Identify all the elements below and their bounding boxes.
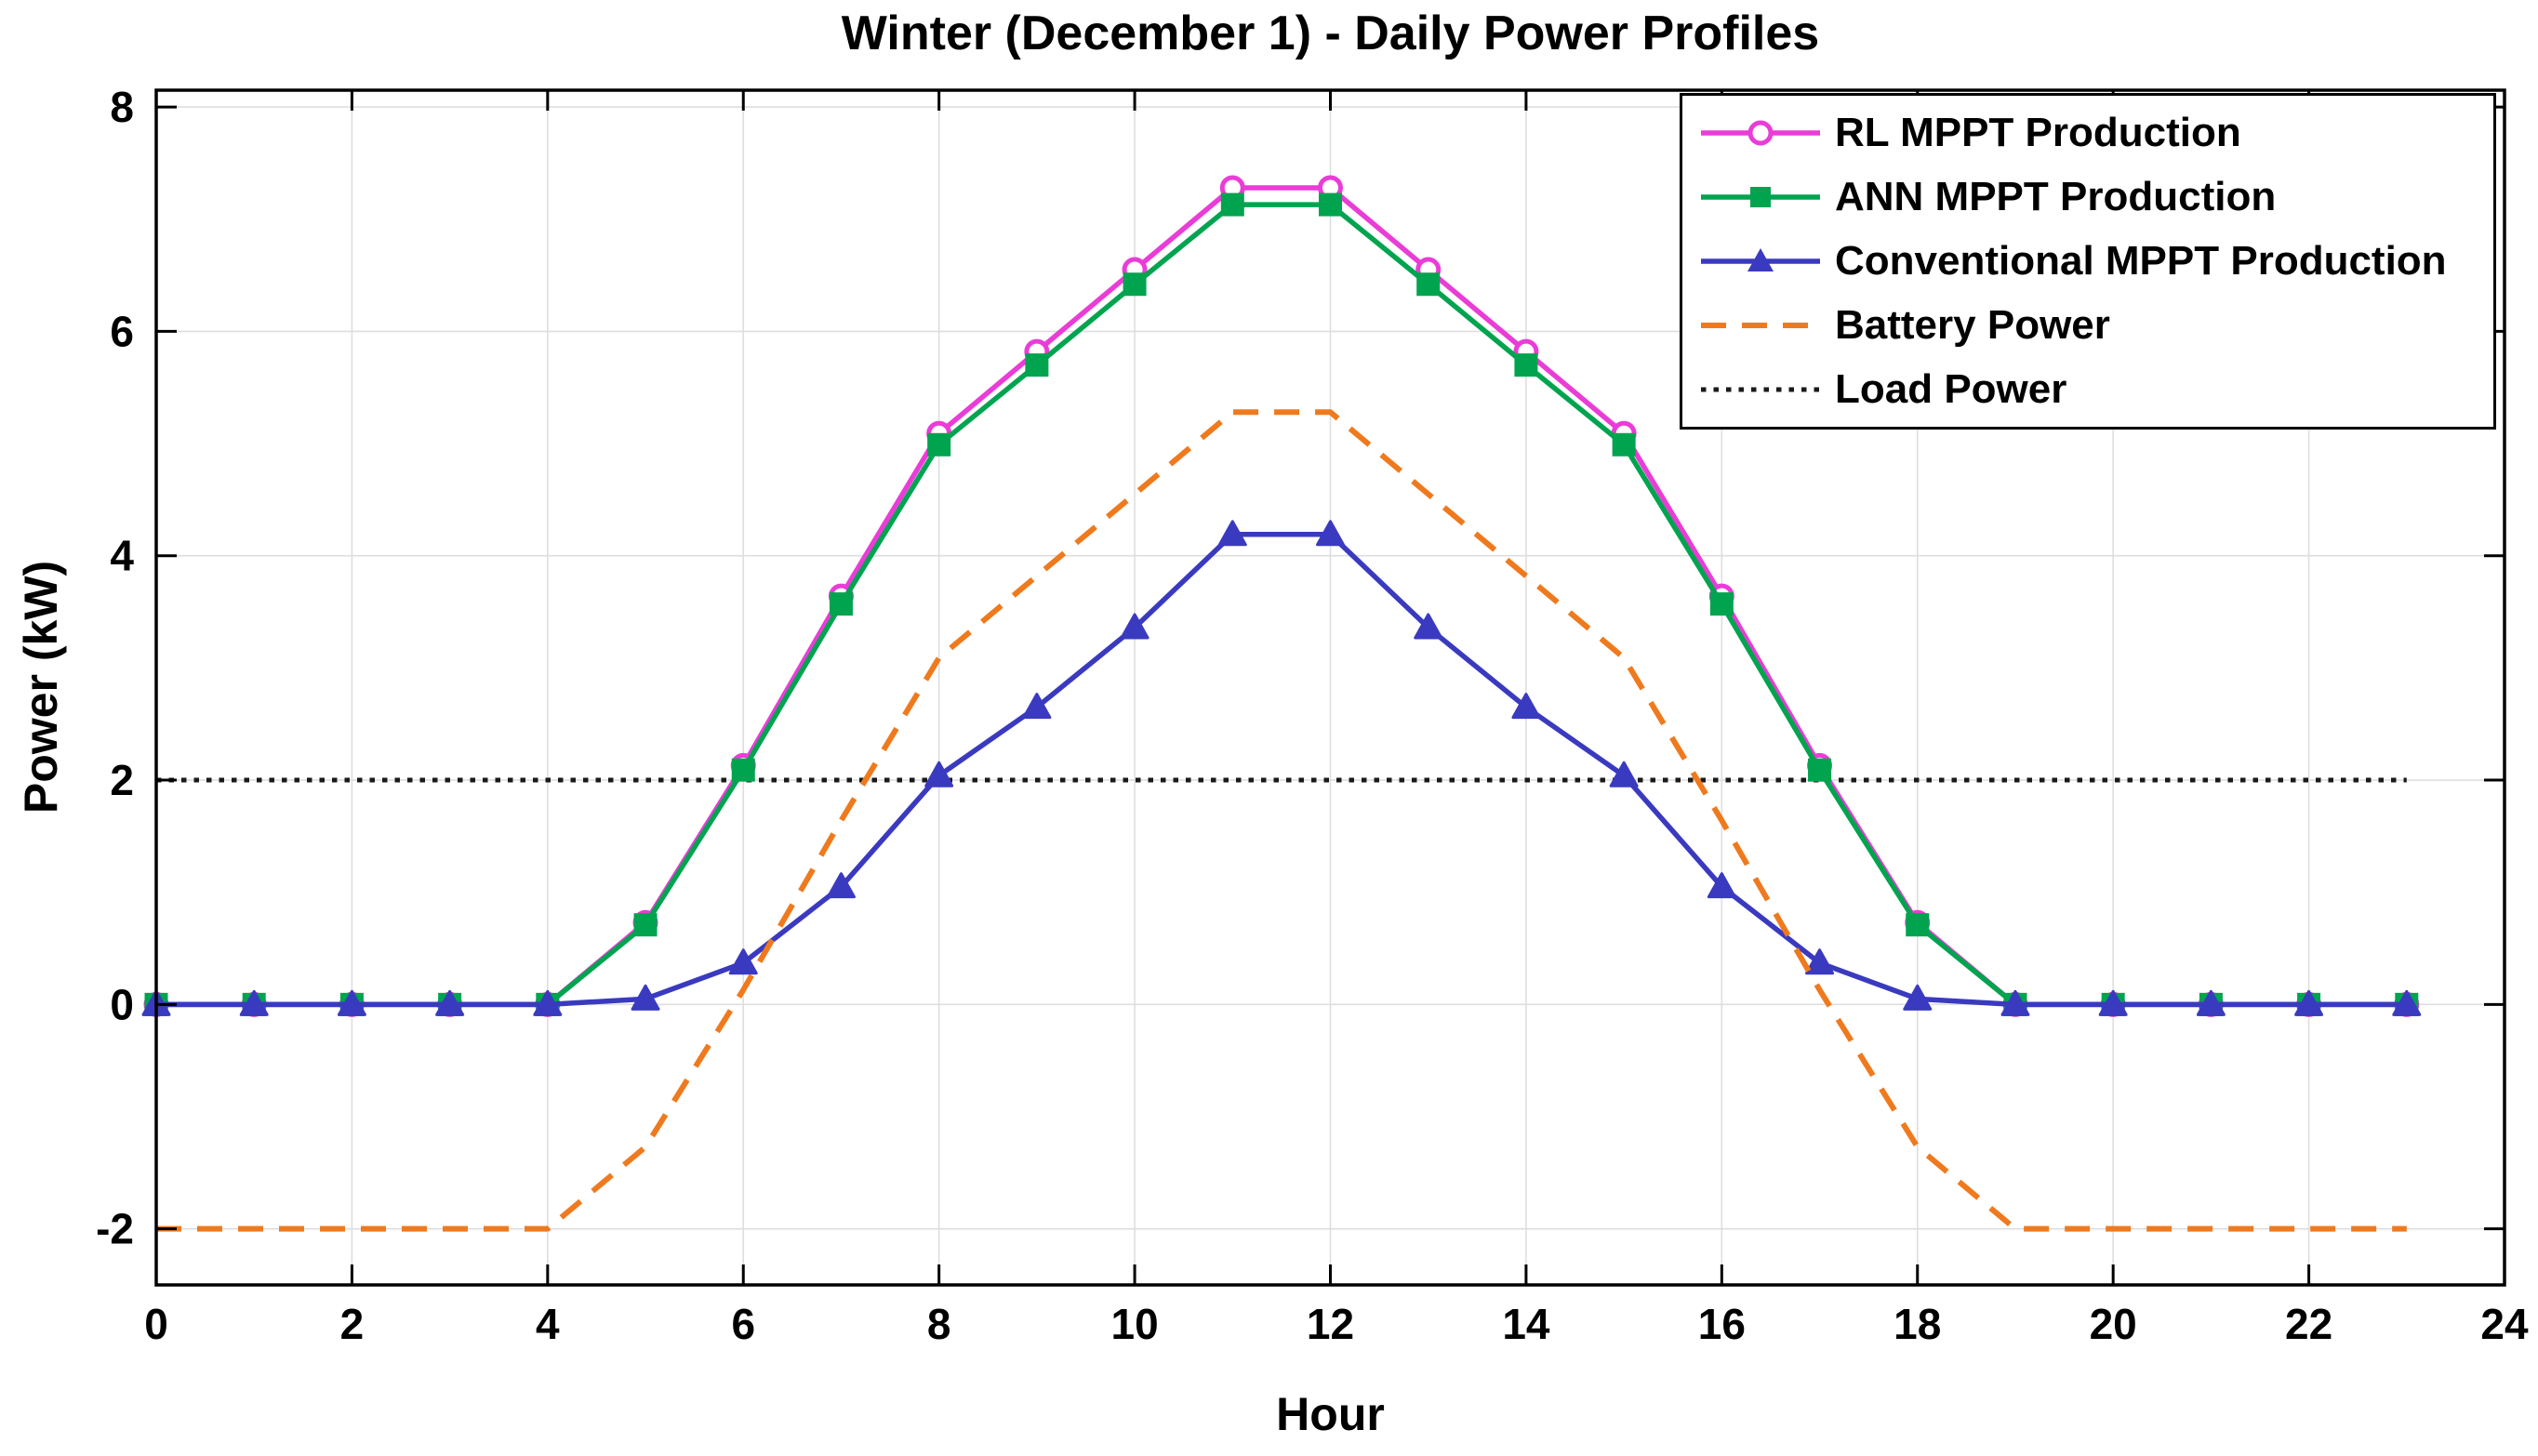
y-axis-label: Power (kW) (15, 560, 67, 814)
x-tick-label: 0 (144, 1300, 168, 1348)
legend-line-sample (1701, 120, 1820, 146)
legend-label: RL MPPT Production (1835, 110, 2241, 156)
x-tick-label: 24 (2480, 1300, 2529, 1348)
data-point-marker (1808, 758, 1832, 782)
data-point-marker (2098, 989, 2128, 1016)
x-tick-labels: 0 2 4 6 8 10 12 14 16 18 20 22 24 (144, 1300, 2529, 1348)
series-conventional-mppt-production (141, 520, 2422, 1016)
data-point-marker (533, 989, 563, 1016)
y-tick-labels: -2 0 2 4 6 8 (96, 83, 134, 1253)
data-point-marker (1022, 693, 1052, 720)
data-point-marker (826, 872, 856, 899)
legend-line-sample (1701, 187, 1820, 208)
data-point-marker (1805, 948, 1835, 975)
y-tick-label: 4 (110, 532, 134, 580)
data-point-marker (1217, 520, 1247, 547)
legend-label: Load Power (1835, 365, 2067, 412)
y-tick-label: 8 (110, 83, 134, 131)
data-point-marker (2196, 989, 2226, 1016)
data-point-marker (1612, 432, 1636, 457)
x-tick-label: 20 (2090, 1300, 2137, 1348)
x-axis-label: Hour (1276, 1388, 1385, 1440)
data-point-marker (927, 432, 951, 457)
x-tick-label: 2 (340, 1300, 365, 1348)
x-tick-label: 8 (927, 1300, 951, 1348)
data-point-marker (2294, 989, 2324, 1016)
x-tick-label: 14 (1502, 1300, 1550, 1348)
x-tick-label: 22 (2285, 1300, 2332, 1348)
data-point-marker (1123, 272, 1147, 297)
x-tick-label: 12 (1307, 1300, 1354, 1348)
legend: RL MPPT Production ANN MPPT Production Con… (1680, 93, 2496, 430)
y-tick-label: 2 (110, 756, 134, 804)
data-point-marker (1414, 613, 1443, 640)
data-point-marker (2000, 989, 2030, 1016)
data-point-marker (1025, 353, 1049, 377)
x-tick-label: 10 (1110, 1300, 1158, 1348)
data-point-marker (1514, 353, 1538, 377)
data-point-marker (731, 758, 755, 782)
y-tick-label: -2 (96, 1205, 134, 1253)
tick-marks (154, 90, 2506, 1285)
data-point-marker (631, 984, 660, 1011)
data-point-marker (1903, 984, 1933, 1011)
x-tick-label: 16 (1698, 1300, 1746, 1348)
legend-line-sample (1701, 322, 1820, 328)
data-point-marker (924, 761, 954, 788)
data-point-marker (1416, 272, 1441, 297)
legend-item-battery-power: Battery Power (1699, 296, 2486, 355)
legend-label: ANN MPPT Production (1835, 174, 2277, 220)
legend-line-sample (1701, 247, 1820, 271)
data-point-marker (1220, 192, 1244, 217)
legend-item-conventional-mppt-production: Conventional MPPT Production (1699, 232, 2486, 291)
series-battery-power (156, 409, 2407, 1232)
legend-line-sample (1701, 387, 1820, 392)
x-tick-label: 6 (731, 1300, 755, 1348)
data-point-marker (1709, 592, 1734, 616)
data-point-marker (239, 989, 269, 1016)
data-point-marker (1511, 693, 1541, 720)
legend-item-rl-mppt-production: RL MPPT Production (1699, 103, 2486, 163)
legend-item-ann-mppt-production: ANN MPPT Production (1699, 167, 2486, 227)
data-point-marker (1316, 520, 1345, 547)
data-point-marker (1319, 192, 1342, 217)
data-point-marker (633, 913, 658, 937)
legend-item-load-power: Load Power (1699, 360, 2486, 419)
data-point-marker (337, 989, 366, 1016)
data-point-marker (435, 989, 465, 1016)
data-point-marker (829, 592, 853, 616)
x-tick-label: 4 (536, 1300, 560, 1348)
y-tick-label: 0 (110, 980, 134, 1028)
legend-label: Conventional MPPT Production (1835, 237, 2447, 284)
legend-label: Battery Power (1835, 301, 2110, 348)
data-point-marker (728, 948, 758, 975)
data-point-marker (1609, 761, 1639, 788)
y-tick-label: 6 (110, 307, 134, 355)
chart-title: Winter (December 1) - Daily Power Profil… (841, 7, 1820, 60)
data-point-marker (2392, 989, 2422, 1016)
data-point-marker (1120, 613, 1149, 640)
x-tick-label: 18 (1894, 1300, 1941, 1348)
data-point-marker (1707, 872, 1736, 899)
data-point-marker (1906, 913, 1930, 937)
